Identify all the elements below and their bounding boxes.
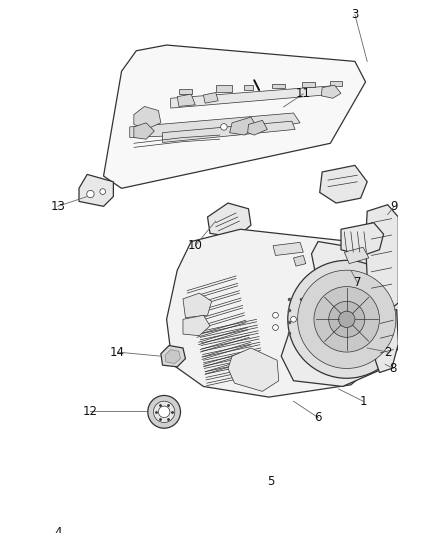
Text: 9: 9	[390, 200, 398, 213]
Text: 2: 2	[384, 345, 392, 359]
Text: 4: 4	[54, 526, 61, 533]
Polygon shape	[272, 84, 285, 88]
Polygon shape	[320, 165, 367, 203]
Circle shape	[221, 124, 227, 130]
Polygon shape	[341, 223, 384, 255]
Polygon shape	[321, 85, 341, 98]
Polygon shape	[183, 315, 210, 336]
Circle shape	[297, 270, 396, 368]
Polygon shape	[130, 113, 300, 138]
Circle shape	[288, 261, 406, 378]
Polygon shape	[330, 81, 342, 86]
Circle shape	[159, 406, 170, 417]
Circle shape	[339, 311, 355, 327]
Circle shape	[328, 301, 365, 337]
Polygon shape	[179, 89, 192, 94]
Polygon shape	[161, 345, 185, 367]
Polygon shape	[162, 121, 295, 142]
Polygon shape	[208, 203, 251, 237]
Polygon shape	[247, 120, 267, 135]
Polygon shape	[244, 85, 254, 90]
Polygon shape	[166, 229, 392, 397]
Polygon shape	[177, 94, 195, 107]
Text: 10: 10	[188, 239, 203, 252]
Polygon shape	[103, 45, 366, 188]
Circle shape	[87, 190, 94, 198]
Text: 7: 7	[353, 276, 361, 289]
Polygon shape	[375, 310, 398, 373]
Circle shape	[148, 395, 180, 428]
Polygon shape	[183, 293, 212, 318]
Text: 11: 11	[296, 87, 311, 100]
Polygon shape	[58, 481, 105, 507]
Polygon shape	[366, 205, 398, 311]
Circle shape	[291, 317, 297, 322]
Polygon shape	[273, 243, 304, 255]
Text: 1: 1	[359, 395, 367, 408]
Polygon shape	[228, 348, 279, 391]
Circle shape	[153, 401, 175, 423]
Polygon shape	[344, 247, 369, 264]
Polygon shape	[134, 107, 161, 130]
Circle shape	[303, 306, 309, 312]
Polygon shape	[165, 350, 180, 364]
Text: 5: 5	[267, 475, 274, 488]
Circle shape	[100, 189, 106, 195]
Polygon shape	[203, 93, 218, 103]
Polygon shape	[302, 82, 315, 87]
Circle shape	[272, 312, 279, 318]
Polygon shape	[192, 469, 285, 484]
Circle shape	[314, 287, 379, 352]
Polygon shape	[216, 85, 232, 92]
Polygon shape	[171, 86, 335, 108]
Text: 3: 3	[351, 8, 359, 21]
Text: 8: 8	[390, 362, 397, 375]
Polygon shape	[56, 438, 166, 506]
Polygon shape	[79, 174, 113, 206]
Text: 14: 14	[110, 345, 125, 359]
Polygon shape	[281, 241, 396, 386]
Polygon shape	[191, 442, 297, 473]
Text: 6: 6	[314, 411, 322, 424]
Polygon shape	[134, 123, 154, 139]
Text: 13: 13	[50, 200, 65, 213]
Polygon shape	[293, 255, 306, 266]
Polygon shape	[230, 117, 257, 135]
Text: 12: 12	[83, 405, 98, 417]
Circle shape	[272, 325, 279, 330]
